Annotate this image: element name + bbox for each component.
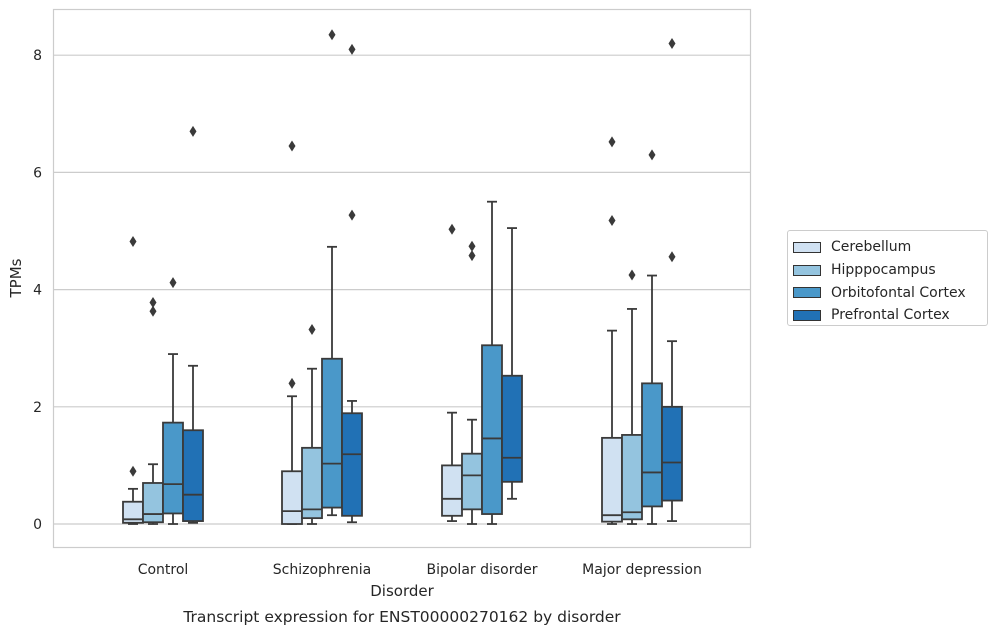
- box-hipppocampus-3: [621, 269, 643, 525]
- box-orbitofontal-cortex-2: [481, 200, 503, 525]
- outlier-point: [189, 125, 197, 137]
- legend-swatch: [793, 264, 821, 276]
- box-cerebellum-3: [601, 136, 623, 525]
- outlier-point: [668, 251, 676, 263]
- outlier-point: [348, 209, 356, 221]
- y-tick-label: 6: [33, 165, 42, 181]
- y-tick-label: 8: [33, 48, 42, 64]
- box-body: [621, 434, 643, 521]
- legend-label: Cerebellum: [831, 239, 912, 256]
- outlier-point: [648, 149, 656, 161]
- outlier-point: [129, 465, 137, 477]
- box-hipppocampus-0: [142, 296, 164, 525]
- box-orbitofontal-cortex-3: [641, 149, 663, 525]
- legend-label: Orbitofontal Cortex: [831, 284, 966, 301]
- plot-frame: [52, 8, 752, 549]
- y-axis-label: TPMs: [7, 258, 25, 298]
- box-body: [641, 382, 663, 508]
- x-tick-label: Bipolar disorder: [426, 562, 537, 578]
- box-body: [441, 464, 463, 517]
- box-cerebellum-2: [441, 223, 463, 522]
- legend-label: Prefrontal Cortex: [831, 307, 950, 324]
- box-hipppocampus-2: [461, 240, 483, 525]
- outlier-point: [668, 37, 676, 49]
- box-body: [461, 452, 483, 511]
- outlier-point: [169, 277, 177, 289]
- box-hipppocampus-1: [301, 323, 323, 525]
- box-prefrontal-cortex-0: [182, 125, 204, 524]
- outlier-point: [348, 43, 356, 55]
- legend-item: Orbitofontal Cortex: [793, 281, 987, 304]
- box-prefrontal-cortex-3: [661, 37, 683, 522]
- box-orbitofontal-cortex-1: [321, 29, 343, 517]
- legend-item: Prefrontal Cortex: [793, 304, 987, 327]
- outlier-point: [608, 136, 616, 148]
- legend-swatch: [793, 309, 821, 321]
- outlier-point: [288, 140, 296, 152]
- legend-swatch: [793, 287, 821, 299]
- outlier-point: [149, 296, 157, 308]
- outlier-point: [628, 269, 636, 281]
- box-body: [281, 470, 303, 525]
- box-body: [301, 446, 323, 520]
- box-body: [321, 357, 343, 509]
- box-orbitofontal-cortex-0: [162, 277, 184, 525]
- box-prefrontal-cortex-2: [501, 227, 523, 500]
- x-tick-labels: Control Schizophrenia Bipolar disorder Majo…: [138, 562, 702, 578]
- box-body: [481, 344, 503, 515]
- outlier-point: [308, 323, 316, 335]
- outlier-point: [608, 214, 616, 226]
- outlier-point: [328, 29, 336, 41]
- x-tick-label: Control: [138, 562, 189, 578]
- box-cerebellum-1: [281, 140, 303, 525]
- box-body: [601, 436, 623, 523]
- box-body: [341, 412, 363, 517]
- box-cerebellum-0: [122, 236, 144, 525]
- outlier-point: [288, 377, 296, 389]
- outlier-point: [129, 236, 137, 248]
- box-body: [661, 405, 683, 502]
- legend: Cerebellum Hipppocampus Orbitofontal Corte…: [787, 230, 988, 326]
- y-tick-label: 4: [33, 283, 42, 299]
- box-body: [182, 429, 204, 522]
- legend-label: Hipppocampus: [831, 262, 936, 279]
- x-tick-label: Schizophrenia: [273, 562, 371, 578]
- x-tick-label: Major depression: [582, 562, 702, 578]
- box-prefrontal-cortex-1: [341, 43, 363, 524]
- outlier-point: [149, 305, 157, 317]
- chart-title: Transcript expression for ENST0000027016…: [182, 608, 621, 626]
- outlier-point: [448, 223, 456, 235]
- y-tick-labels: 0 2 4 6 8: [33, 48, 42, 533]
- legend-item: Hipppocampus: [793, 259, 987, 282]
- box-body: [501, 374, 523, 483]
- box-body: [142, 482, 164, 524]
- y-tick-label: 0: [33, 517, 42, 533]
- box-body: [162, 421, 184, 515]
- y-tick-label: 2: [33, 400, 42, 416]
- x-axis-label: Disorder: [370, 582, 434, 600]
- box-layer: [122, 29, 683, 525]
- outlier-point: [468, 250, 476, 262]
- outlier-point: [468, 240, 476, 252]
- legend-item: Cerebellum: [793, 236, 987, 259]
- legend-swatch: [793, 241, 821, 253]
